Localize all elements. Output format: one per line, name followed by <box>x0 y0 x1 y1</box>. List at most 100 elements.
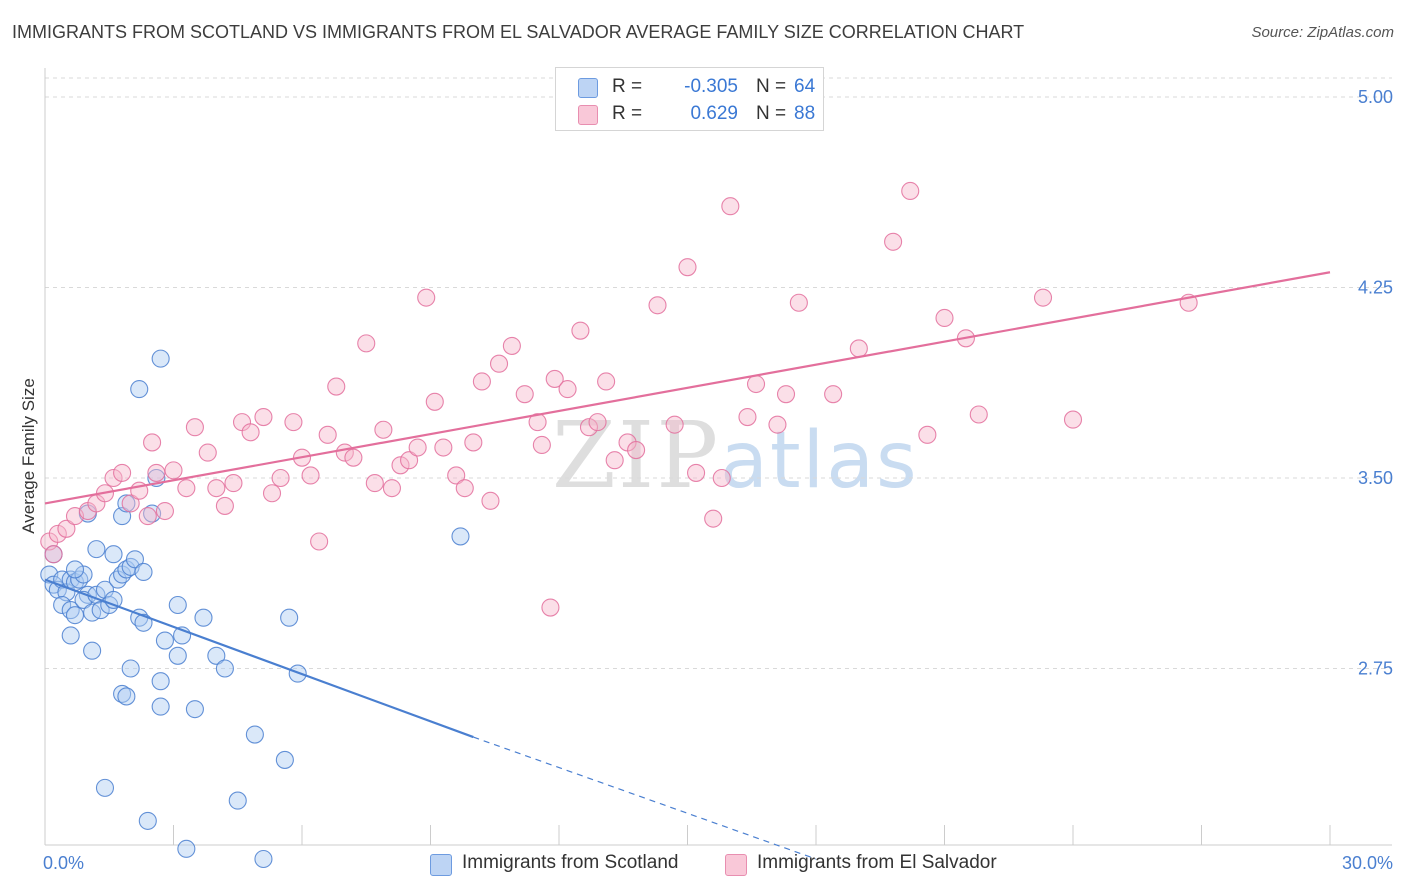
salvador-point <box>254 407 273 427</box>
salvador-point <box>545 369 564 388</box>
salvador-point <box>935 308 954 328</box>
scotland-point <box>280 608 299 627</box>
x-tick-labels: 0.0% 30.0% <box>43 853 1393 873</box>
y-tick-label: 5.00 <box>1358 87 1393 107</box>
salvador-point <box>215 496 234 515</box>
stats-legend: R = -0.305 N = 64 R = 0.629 N = 88 <box>555 67 824 131</box>
scotland-point <box>451 527 470 546</box>
salvador-point <box>768 415 787 434</box>
salvador-point <box>224 474 243 493</box>
salvador-point <box>597 372 616 391</box>
scotland-point <box>168 595 187 615</box>
scotland-point <box>125 550 144 569</box>
salvador-point <box>357 334 376 353</box>
salvador-point <box>284 413 303 432</box>
salvador-point <box>464 433 483 452</box>
scotland-point <box>91 601 110 620</box>
scotland-point <box>53 595 72 615</box>
scotland-point <box>151 672 170 691</box>
salvador-point <box>648 296 667 315</box>
salvador-point <box>138 507 157 526</box>
scotland-point <box>207 646 226 665</box>
scotland-point <box>117 687 136 706</box>
scotland-point <box>245 725 264 744</box>
legend-n-value: 88 <box>794 103 816 124</box>
salvador-point <box>665 415 684 434</box>
salvador-point <box>824 385 843 404</box>
salvador-point <box>455 479 474 498</box>
salvador-point <box>113 463 132 482</box>
legend-swatch-salvador <box>578 105 598 125</box>
y-tick-label: 2.75 <box>1358 659 1393 679</box>
salvador-point <box>310 532 329 551</box>
scotland-point <box>61 626 80 645</box>
salvador-point <box>155 501 174 521</box>
salvador-point <box>721 197 740 216</box>
salvador-point <box>515 385 534 404</box>
salvador-point <box>198 443 217 462</box>
scotland-point <box>74 565 93 584</box>
legend-r-value: -0.305 <box>684 76 738 97</box>
salvador-point <box>472 372 491 391</box>
y-axis-label: Average Family Size <box>19 378 38 534</box>
x-tick-label: 0.0% <box>43 853 84 873</box>
chart-title: IMMIGRANTS FROM SCOTLAND VS IMMIGRANTS F… <box>12 22 1025 42</box>
series-legend: Immigrants from Scotland Immigrants from… <box>0 851 1406 879</box>
salvador-point <box>502 336 521 355</box>
salvador-point <box>746 374 766 394</box>
grid-lines <box>45 77 1392 669</box>
salvador-point <box>532 435 551 455</box>
scotland-point <box>228 791 247 810</box>
legend-n-value: 64 <box>794 76 816 97</box>
salvador-point <box>177 479 196 498</box>
salvador-point <box>704 509 723 528</box>
scotland-point <box>177 839 196 858</box>
salvador-point <box>434 438 453 457</box>
salvador-point <box>147 463 166 482</box>
scotland-point <box>151 697 170 716</box>
legend-r-label: R = <box>612 76 643 97</box>
salvador-point <box>678 258 697 277</box>
scotland-point <box>275 750 294 769</box>
salvador-point <box>365 474 384 493</box>
salvador-point <box>44 545 63 564</box>
scotland-point <box>83 641 102 660</box>
salvador-point <box>528 413 547 432</box>
scotland-point <box>121 659 140 678</box>
y-tick-label: 3.50 <box>1358 468 1393 488</box>
salvador-point <box>382 479 402 498</box>
scotland-point <box>130 380 149 399</box>
scotland-point <box>117 494 136 513</box>
scotland-point <box>134 562 153 582</box>
salvador-point <box>425 392 444 411</box>
salvador-point <box>489 354 509 373</box>
axes <box>44 68 1392 846</box>
watermark-atlas: atlas <box>720 416 919 506</box>
scotland-point <box>104 545 123 564</box>
salvador-point <box>789 293 808 312</box>
salvador-point <box>241 423 260 442</box>
y-tick-label: 4.25 <box>1358 278 1393 298</box>
series-label-scotland: Immigrants from Scotland <box>462 852 679 873</box>
salvador-point <box>481 491 500 510</box>
salvador-point <box>408 438 427 457</box>
scotland-trend-line <box>44 578 474 739</box>
watermark-zip: ZIP <box>552 402 721 509</box>
legend-r-value: 0.629 <box>690 103 738 124</box>
scotland-point <box>185 700 204 719</box>
salvador-point <box>712 468 731 488</box>
series-label-salvador: Immigrants from El Salvador <box>757 852 997 873</box>
series-scotland-points <box>40 349 470 869</box>
salvador-point <box>541 598 560 617</box>
scotland-point <box>254 849 273 869</box>
scotland-point <box>194 608 213 627</box>
salvador-point <box>327 377 346 396</box>
salvador-point <box>374 420 393 439</box>
scotland-point <box>138 811 157 830</box>
salvador-point <box>400 451 419 470</box>
salvador-point <box>207 479 226 498</box>
salvador-point <box>571 321 590 340</box>
scotland-point <box>65 606 85 625</box>
scotland-point <box>155 631 174 650</box>
